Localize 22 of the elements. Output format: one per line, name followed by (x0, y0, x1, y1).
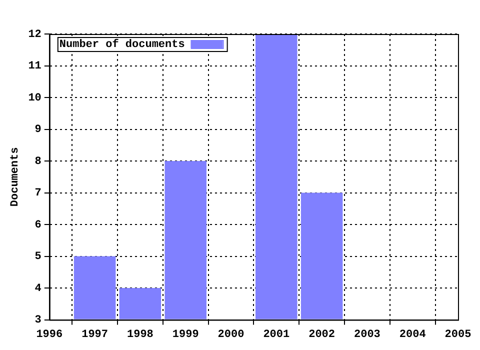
y-tick-label: 3 (34, 314, 42, 327)
y-tick-label: 5 (34, 251, 42, 264)
y-tick-label: 10 (28, 92, 42, 104)
x-tick-label: 2003 (354, 329, 381, 342)
y-tick-label: 8 (34, 156, 42, 168)
y-tick-label: 6 (34, 219, 42, 232)
y-tick-label: 9 (34, 124, 42, 136)
x-tick-label: 1996 (36, 329, 63, 342)
x-tick-label: 1997 (82, 329, 108, 342)
y-tick-label: 4 (34, 282, 42, 295)
y-tick-label: 12 (28, 28, 42, 41)
x-tick-label: 1999 (172, 329, 199, 342)
x-tick-label: 2004 (399, 329, 426, 342)
legend-label: Number of documents (59, 38, 185, 51)
x-tick-label: 2002 (308, 329, 336, 342)
x-tick-label: 1998 (127, 329, 154, 342)
y-tick-label: 11 (28, 60, 42, 73)
y-tick-label: 7 (34, 188, 42, 200)
x-tick-label: 2001 (263, 329, 290, 342)
x-tick-label: 2005 (444, 329, 472, 342)
x-tick-label: 2000 (218, 329, 244, 342)
y-axis-title: Documents (9, 147, 22, 207)
